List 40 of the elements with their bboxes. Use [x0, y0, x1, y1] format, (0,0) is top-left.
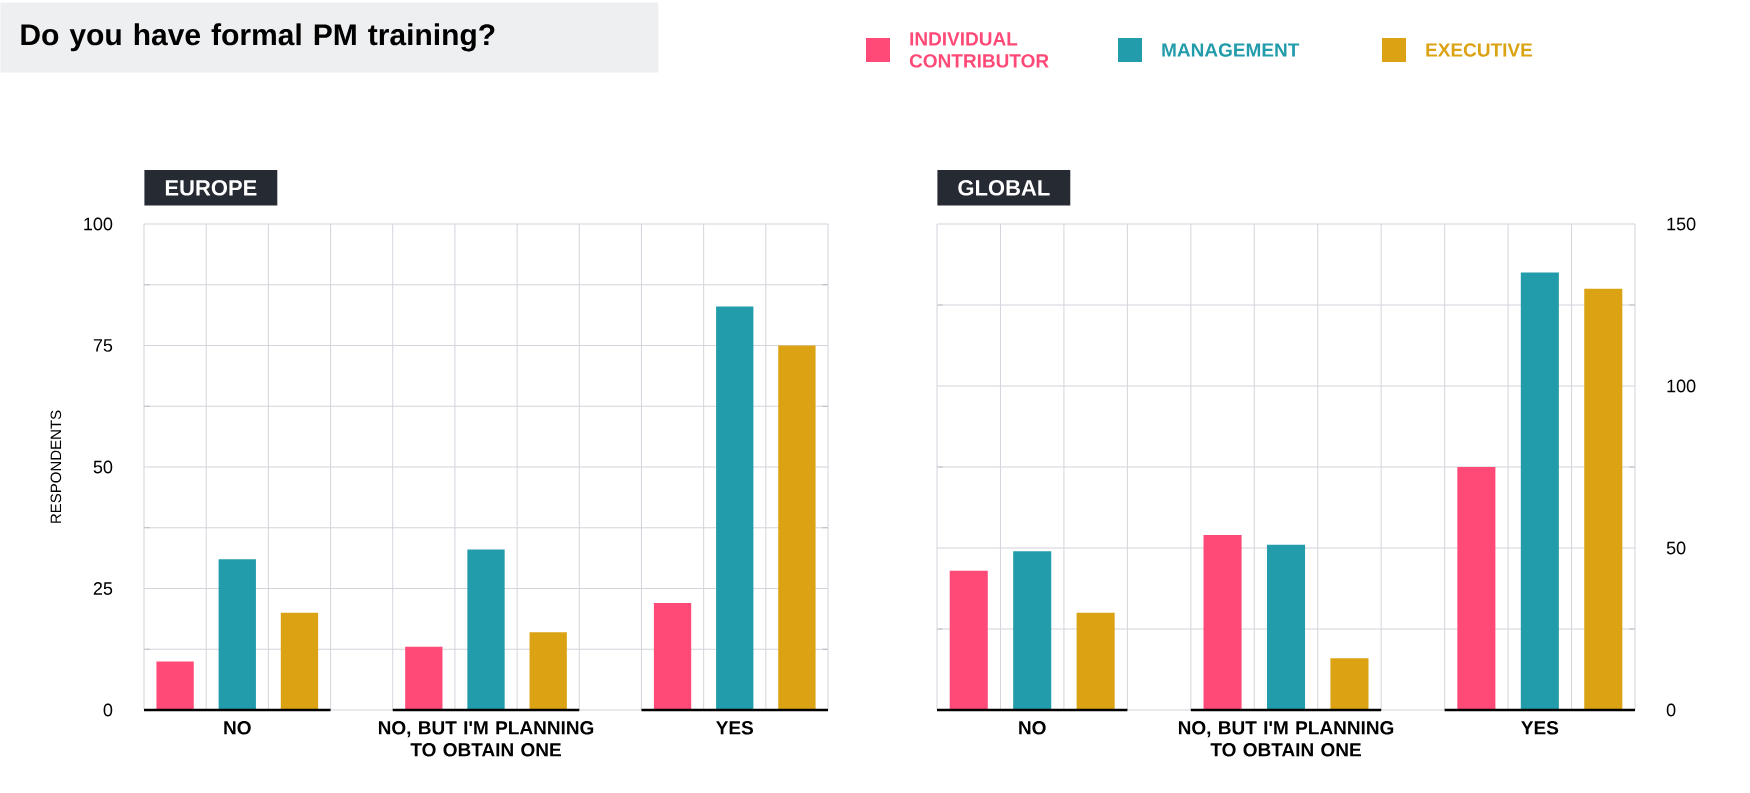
- legend-label: EXECUTIVE: [1426, 43, 1533, 57]
- chart-subtitle: GLOBAL: [958, 180, 1050, 196]
- y-axis-title: RESPONDENTS: [50, 410, 62, 523]
- legend-label: MANAGEMENT: [1162, 43, 1300, 57]
- x-tick-label: NO: [1019, 721, 1046, 735]
- bar: [1203, 535, 1242, 710]
- bar: [1520, 272, 1559, 710]
- y-tick-label: 100: [1667, 379, 1696, 393]
- bar: [716, 306, 754, 710]
- x-tick-label: NO, BUT I'M PLANNING TO OBTAIN ONE: [1178, 721, 1394, 757]
- x-tick-label: YES: [1521, 721, 1559, 735]
- bar: [467, 549, 505, 710]
- x-tick-label: NO, BUT I'M PLANNING TO OBTAIN ONE: [378, 721, 594, 757]
- y-tick-label: 50: [1666, 541, 1686, 555]
- y-tick-label: 0: [103, 703, 113, 717]
- bar: [280, 612, 319, 710]
- bar: [1013, 551, 1052, 710]
- x-tick-label: YES: [716, 721, 754, 735]
- bar: [529, 632, 567, 710]
- chart-title: Do you have formal PM training?: [21, 23, 495, 52]
- y-tick-label: 75: [93, 339, 113, 352]
- bar: [1076, 612, 1115, 710]
- x-tick-label: NO: [224, 721, 251, 735]
- y-tick-label: 100: [84, 217, 113, 231]
- y-tick-label: 0: [1666, 703, 1676, 717]
- bar: [405, 646, 443, 710]
- legend-label: INDIVIDUAL CONTRIBUTOR: [909, 32, 1049, 68]
- y-tick-label: 50: [93, 460, 113, 474]
- bar: [1584, 288, 1623, 710]
- bar: [218, 559, 256, 710]
- y-tick-label: 25: [93, 582, 113, 595]
- bar: [778, 345, 816, 710]
- y-tick-label: 150: [1667, 217, 1696, 231]
- bar: [156, 661, 194, 710]
- bar: [1266, 544, 1306, 710]
- bar: [1457, 467, 1496, 710]
- bar: [1330, 658, 1369, 710]
- chart-subtitle: EUROPE: [165, 180, 257, 196]
- bar: [949, 570, 988, 710]
- bar: [653, 603, 692, 710]
